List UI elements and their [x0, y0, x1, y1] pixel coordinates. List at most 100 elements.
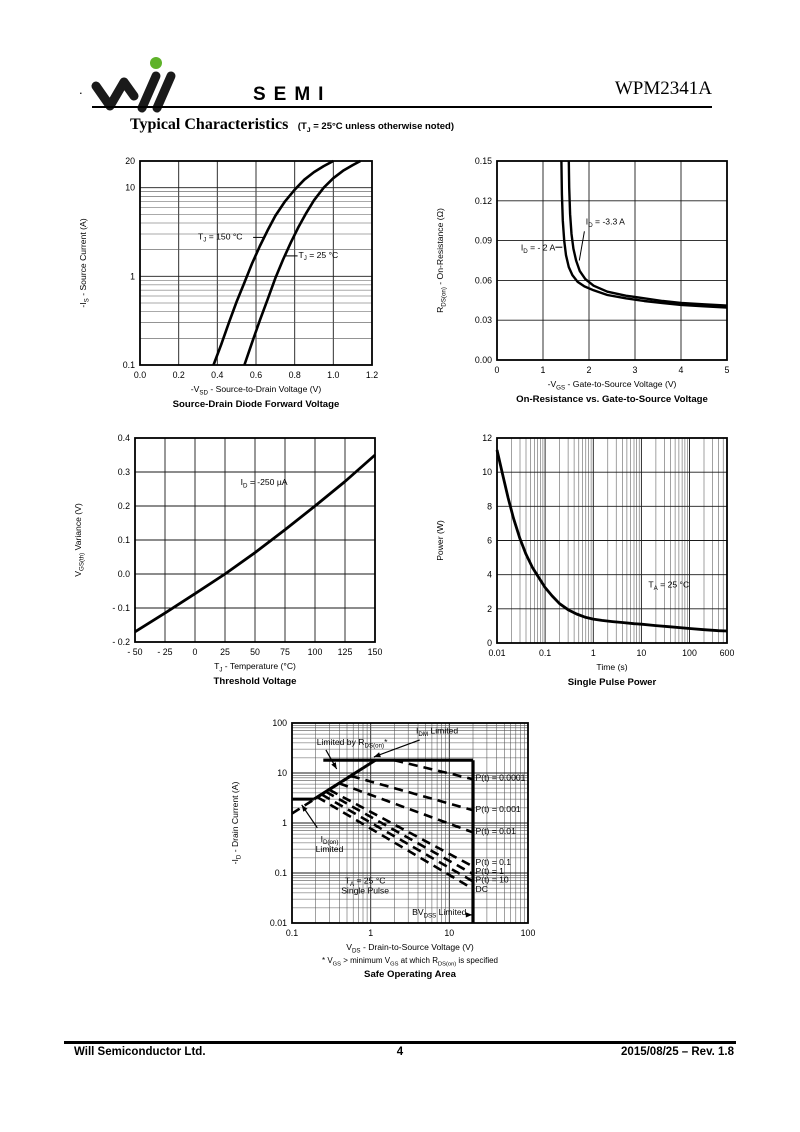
svg-text:0.0: 0.0 [134, 370, 146, 380]
svg-text:0.6: 0.6 [250, 370, 262, 380]
series-dc [316, 795, 474, 891]
series-t-j-25-c [243, 159, 362, 366]
svg-text:12: 12 [482, 433, 492, 443]
svg-text:50: 50 [250, 647, 260, 657]
footer-company: Will Semiconductor Ltd. [74, 1046, 206, 1058]
svg-text:RDS(on) - On-Resistance (Ω): RDS(on) - On-Resistance (Ω) [435, 208, 447, 313]
svg-text:6: 6 [487, 536, 492, 546]
svg-text:0.8: 0.8 [289, 370, 301, 380]
svg-text:ID(on): ID(on) [321, 834, 339, 846]
chart-canvas-sd-diode: 0.0 0.2 0.4 0.6 0.8 1.0 1.2 0.1 1 10 20 -VSD - Sour… [78, 156, 378, 410]
svg-text:1: 1 [130, 271, 135, 281]
series-rds-on-limit-dashed [291, 772, 355, 815]
svg-text:8: 8 [487, 501, 492, 511]
svg-text:- 0.2: - 0.2 [112, 637, 130, 647]
svg-text:P(t) = 0.001: P(t) = 0.001 [476, 804, 521, 814]
series-t-j-150-c [212, 159, 334, 366]
svg-text:1.2: 1.2 [366, 370, 378, 380]
svg-text:20: 20 [125, 156, 135, 166]
svg-text:600: 600 [720, 648, 735, 658]
svg-text:P(t) = 0.1: P(t) = 0.1 [476, 857, 512, 867]
svg-text:25: 25 [220, 647, 230, 657]
logo-slash-icon [137, 71, 161, 113]
section-heading: Typical Characteristics (TJ = 25°C unles… [130, 116, 454, 134]
svg-text:100: 100 [521, 928, 536, 938]
svg-text:10: 10 [444, 928, 454, 938]
series-t-a-25-c [495, 449, 728, 633]
svg-text:0.0: 0.0 [118, 569, 130, 579]
svg-text:0.3: 0.3 [118, 467, 130, 477]
svg-text:150: 150 [368, 647, 383, 657]
svg-text:4: 4 [487, 570, 492, 580]
svg-text:0.01: 0.01 [270, 918, 287, 928]
series-p-t-0-1 [328, 788, 474, 868]
svg-text:-ID - Drain Current (A): -ID - Drain Current (A) [230, 781, 242, 864]
footer-rule [64, 1041, 736, 1044]
svg-text:4: 4 [679, 365, 684, 375]
svg-text:* VGS > minimum VGS at which: * VGS > minimum VGS at which RDS(on) is … [322, 956, 498, 967]
footer-revision: 2015/08/25 – Rev. 1.8 [621, 1046, 734, 1058]
svg-text:10: 10 [277, 768, 287, 778]
svg-text:VGS(th) Variance (V): VGS(th) Variance (V) [73, 503, 85, 577]
svg-text:P(t) = 1: P(t) = 1 [476, 866, 505, 876]
svg-text:-VSD - Source-to-Drain Voltage: -VSD - Source-to-Drain Voltage (V) [191, 384, 322, 396]
svg-text:5: 5 [725, 365, 730, 375]
svg-text:1: 1 [282, 818, 287, 828]
svg-text:125: 125 [338, 647, 353, 657]
svg-text:ID = -250 µA: ID = -250 µA [241, 477, 288, 489]
svg-text:0.12: 0.12 [475, 196, 492, 206]
svg-text:1.0: 1.0 [327, 370, 339, 380]
svg-text:Limited by RDS(on)*: Limited by RDS(on)* [317, 737, 388, 749]
svg-text:1: 1 [591, 648, 596, 658]
svg-text:Single Pulse Power: Single Pulse Power [568, 677, 657, 688]
svg-text:TJ = 25 °C: TJ = 25 °C [299, 250, 339, 262]
svg-text:0.1: 0.1 [123, 360, 135, 370]
svg-text:0.06: 0.06 [475, 275, 492, 285]
svg-text:0.2: 0.2 [173, 370, 185, 380]
svg-text:0.1: 0.1 [118, 535, 130, 545]
series-p-t-1 [325, 790, 474, 876]
svg-text:P(t) = 10: P(t) = 10 [476, 875, 509, 885]
page-subtitle: (TJ = 25°C unless otherwise noted) [297, 121, 455, 134]
svg-text:10: 10 [637, 648, 647, 658]
series-i-d-2-a [560, 160, 728, 309]
will-semi-logo-icon [91, 57, 176, 113]
svg-text:- 25: - 25 [157, 647, 172, 657]
svg-text:Limited: Limited [316, 844, 344, 854]
svg-text:3: 3 [633, 365, 638, 375]
svg-text:1: 1 [368, 928, 373, 938]
header-rule [92, 106, 712, 108]
svg-text:Safe Operating Area: Safe Operating Area [364, 969, 457, 980]
svg-text:0.4: 0.4 [118, 433, 130, 443]
svg-text:100: 100 [272, 718, 287, 728]
svg-text:ID = - 2 A: ID = - 2 A [521, 243, 556, 255]
logo-wave-icon [91, 77, 139, 111]
series-i-d-250-a [134, 453, 376, 633]
svg-text:75: 75 [280, 647, 290, 657]
series-p-t-0-001 [350, 774, 474, 812]
svg-text:2: 2 [487, 604, 492, 614]
svg-text:IDM Limited: IDM Limited [416, 725, 458, 737]
series-p-t-0-0001 [393, 758, 474, 781]
svg-text:2: 2 [587, 365, 592, 375]
svg-text:On-Resistance vs. Gate-to-Sour: On-Resistance vs. Gate-to-Source Voltage [516, 394, 708, 405]
svg-text:0.03: 0.03 [475, 315, 492, 325]
svg-text:TA = 25 °C: TA = 25 °C [648, 580, 689, 592]
svg-text:P(t) = 0.01: P(t) = 0.01 [476, 826, 517, 836]
svg-text:-IS - Source Current (A): -IS - Source Current (A) [78, 218, 90, 307]
svg-text:0.4: 0.4 [211, 370, 223, 380]
logo-semi-text: SEMI [253, 84, 332, 105]
svg-text:10: 10 [125, 183, 135, 193]
svg-text:- 50: - 50 [127, 647, 142, 657]
svg-text:-VGS - Gate-to-Source Voltage: -VGS - Gate-to-Source Voltage (V) [548, 379, 677, 391]
page-title: Typical Characteristics [130, 116, 289, 133]
chart-canvas-rdson-vgs: 0 1 2 3 4 5 0.00 0.03 0.06 0.09 0.12 0.15 -VGS - Gat… [435, 156, 730, 405]
chart-canvas-spp: 0.01 0.1 1 10 100 600 0 2 4 6 8 10 12 Time (s) Power (… [435, 433, 735, 688]
svg-text:100: 100 [682, 648, 697, 658]
svg-text:TJ - Temperature (°C): TJ - Temperature (°C) [214, 661, 296, 673]
series-p-t-0-01 [338, 782, 474, 834]
footer-page-number: 4 [396, 1046, 404, 1058]
svg-text:VDS - Drain-to-Source Voltage: VDS - Drain-to-Source Voltage (V) [346, 942, 474, 954]
